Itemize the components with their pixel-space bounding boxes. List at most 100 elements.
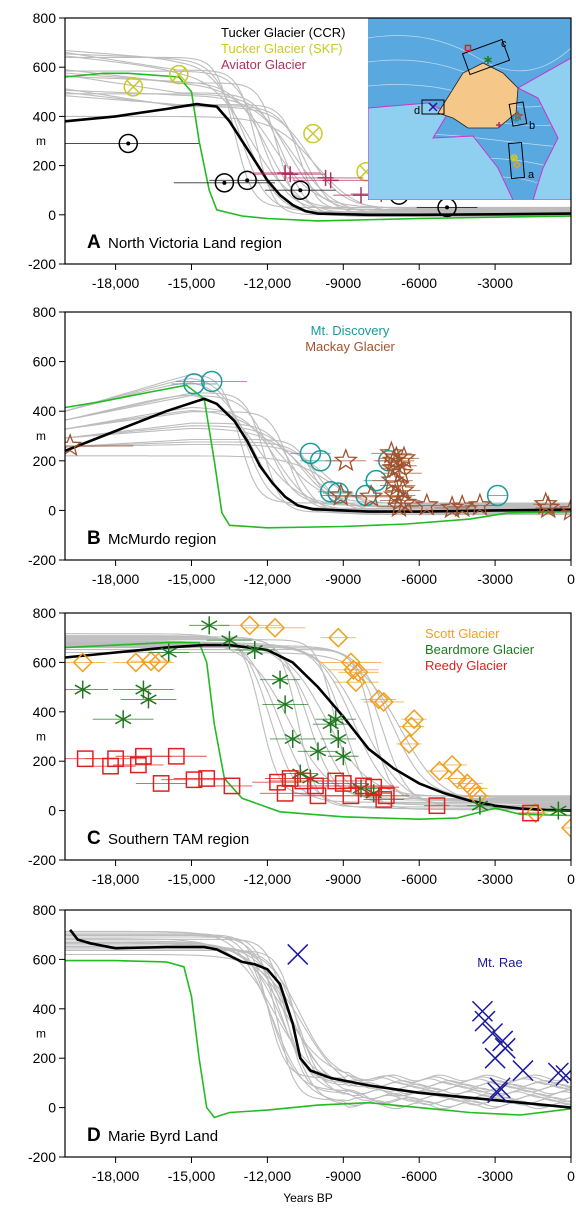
panel-title: Southern TAM region [108,831,249,848]
ensemble-mean-line [69,929,571,1109]
marker-diamond [560,817,571,838]
marker-square [223,777,241,795]
map-region-label: b [529,120,535,132]
marker-asterisk [246,641,263,660]
marker-asterisk [271,670,289,689]
ensemble-line [65,55,571,212]
marker-circlex [303,123,323,144]
marker-square [107,750,124,768]
y-tick-label: 400 [33,1001,57,1017]
series-mt-discovery [171,370,509,507]
axes-frame [64,909,572,1158]
marker-plus [322,172,339,189]
map-contour [368,35,571,72]
marker-star [467,492,493,516]
x-tick-label: -9000 [325,275,361,291]
marker-diamond [525,803,546,824]
marker-square [307,777,324,795]
x-tick-label: 0 [567,871,575,887]
series-mackay-glacier [65,433,571,521]
marker-x [287,943,309,965]
y-tick-label: -200 [28,1149,56,1165]
marker-star [414,492,440,516]
map-region-box [508,101,528,127]
x-tick-label: -18,000 [92,1168,140,1184]
ensemble-line [65,948,571,1102]
map-region-label: c [501,38,507,50]
y-tick-label: 800 [33,902,57,918]
x-tick-label: -12,000 [244,1168,292,1184]
y-tick-label: 0 [48,207,56,223]
y-tick-label: 200 [33,158,57,174]
legend-entry: Tucker Glacier (SKF) [221,41,343,56]
x-tick-label: -6000 [401,275,437,291]
marker-circlex [169,64,189,85]
y-tick-label: -200 [28,852,56,868]
y-tick-label: 600 [33,654,57,670]
plot-area [65,615,571,838]
x-tick-label: -18,000 [92,275,140,291]
marker-diamond [401,716,422,737]
ensemble-line [65,938,571,1097]
marker-square [428,797,446,815]
x-tick-label: -6000 [401,871,437,887]
ensemble-mean-line [65,643,571,812]
marker-square [129,756,147,774]
legend-entry: Mt. Discovery [311,323,390,338]
y-tick-label: 400 [33,704,57,720]
panel-title: Marie Byrd Land [108,1128,218,1145]
axes-frame [64,311,572,561]
legend-entry: Aviator Glacier [221,57,307,72]
marker-diamond [399,733,420,754]
y-axis-label: m [36,134,46,148]
y-tick-label: 600 [33,354,57,370]
marker-star [439,495,465,519]
marker-x [512,1060,534,1082]
marker-star [391,445,417,469]
ensemble-line [65,425,571,509]
y-tick-label: 200 [33,453,57,469]
marker-circledot [237,170,257,191]
marker-asterisk [284,729,301,748]
marker-square [365,778,383,796]
marker-x [494,1037,516,1059]
marker-x [492,1030,514,1052]
ensemble-line [65,645,571,799]
panel-d: -200 0 200 400 600 800 -18,000 -15,000 -12,000 -9… [28,902,575,1205]
x-tick-label: -15,000 [168,275,216,291]
marker-star [328,482,353,506]
marker-circledot [118,133,138,154]
marker-plus [353,187,370,204]
x-tick-label: -15,000 [168,1168,216,1184]
ensemble-line [65,115,571,214]
legend-entry: Mackay Glacier [305,339,395,354]
marker-star [533,491,558,515]
marker-asterisk [550,801,567,820]
marker-square [152,775,170,792]
marker-asterisk [160,643,177,662]
marker-star [358,483,384,508]
y-tick-label: 800 [33,10,57,26]
marker-star [536,495,561,519]
panel-c: -200 0 200 400 600 800 -18,000 -15,000 -12,000 -9… [28,605,575,887]
ensemble-line [65,932,571,1095]
marker-star [386,493,412,518]
x-tick-label: -6000 [401,1168,437,1184]
y-tick-label: 800 [33,605,57,621]
marker-diamond [264,617,286,638]
panel-title: North Victoria Land region [108,235,282,252]
y-axis-label: m [36,1027,46,1041]
plot-area [65,929,571,1119]
marker-diamond [328,627,349,648]
series-reedy-glacier [65,747,544,822]
marker-plus [496,122,502,128]
marker-asterisk [201,616,218,635]
marker-circle [200,370,223,393]
ensemble-line [65,409,571,505]
marker-asterisk [330,729,347,748]
x-tick-label: -15,000 [168,571,216,587]
marker-diamond [125,652,146,673]
ensemble-line [65,88,571,210]
marker-circle [327,482,349,504]
